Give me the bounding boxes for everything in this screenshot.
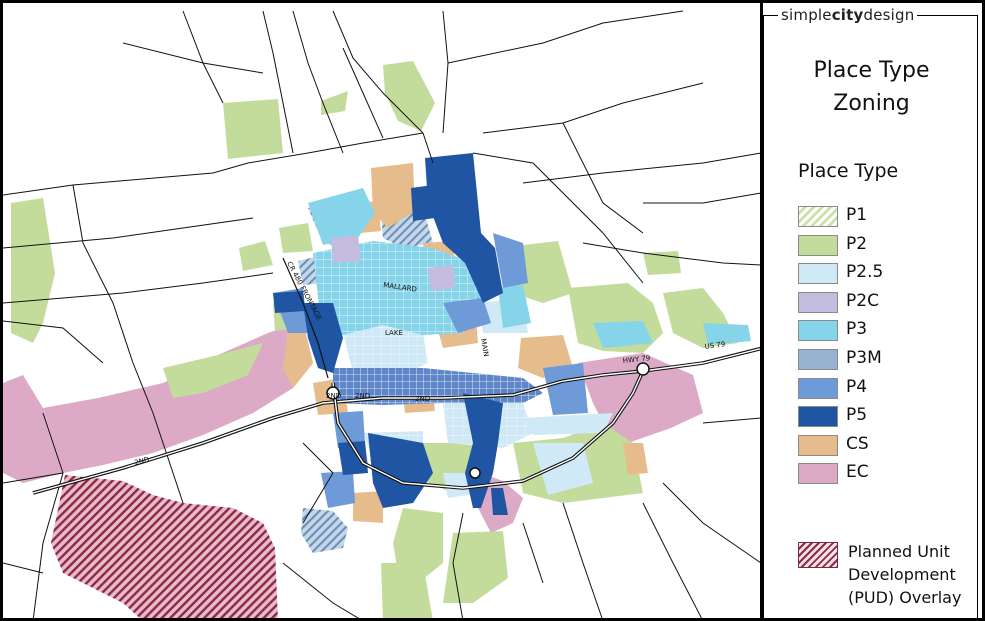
label-hwy79: HWY 79 [622,354,650,365]
legend-swatch [798,234,838,256]
brand-prefix: simple [781,6,832,24]
legend-item-p1: P1 [798,204,978,233]
legend-swatch [798,406,838,428]
legend-item-p2: P2 [798,233,978,262]
legend-label: P1 [846,205,868,225]
legend-list: P1 P2 P2.5 P2C P3 P3M P4 P5 CS EC [798,204,978,490]
legend-swatch [798,320,838,342]
legend-title-line2: Zoning [833,91,910,116]
legend-item-p2c: P2C [798,290,978,319]
legend-item-p5: P5 [798,404,978,433]
legend-swatch [798,463,838,485]
legend-swatch [798,377,838,399]
legend-label: P2C [846,290,879,311]
p2c-zones [331,235,455,291]
highway-79 [32,346,763,495]
legend-title-line1: Place Type [813,58,930,83]
road-network [3,10,762,618]
label-2nd-d: 2ND [134,456,151,467]
legend-label: P5 [846,405,868,426]
legend-label: P4 [846,376,868,397]
pud-label-line2: Development [848,565,956,584]
legend-swatch [798,291,838,313]
pud-label-line1: Planned Unit [848,542,950,561]
legend-item-p25: P2.5 [798,261,978,290]
legend-swatch [798,434,838,456]
zoning-map[interactable]: MALLARD LAKE MAIN 2ND 2ND 2ND 2ND HWY 79… [3,3,763,621]
brand-bold: city [831,6,864,24]
legend-swatch [798,263,838,285]
legend-item-cs: CS [798,433,978,462]
legend-label: P2 [846,233,868,254]
pud-swatch [798,542,838,568]
legend-item-p3: P3 [798,318,978,347]
brand-logo: simplecitydesign [778,6,918,24]
pud-label-line3: (PUD) Overlay [848,588,962,607]
legend-item-p3m: P3M [798,347,978,376]
legend-label: P3 [846,319,868,340]
frontage-road [282,257,329,379]
label-2nd-c: 2ND [415,395,430,403]
label-main: MAIN [479,338,490,357]
brand-suffix: design [863,6,915,24]
p3-zones [308,188,751,348]
legend-title: Place Type Zoning [764,54,979,120]
legend-swatch [798,206,838,227]
legend-divider [760,3,763,618]
p5-zones [273,153,508,515]
legend-subtitle: Place Type [798,160,899,182]
legend-label: P2.5 [846,262,884,283]
legend-swatch [798,348,838,370]
label-lake: LAKE [385,329,403,337]
pud-label: Planned Unit Development (PUD) Overlay [848,540,982,609]
label-us79: US 79 [704,340,726,351]
legend-item-p4: P4 [798,376,978,405]
legend-panel: simplecitydesign Place Type Zoning Place… [763,6,979,618]
label-2nd-a: 2ND [326,392,341,400]
legend-label: CS [846,433,869,454]
legend-label: EC [846,462,869,483]
legend-label: P3M [846,347,882,368]
label-2nd-b: 2ND [355,392,370,400]
legend-item-ec: EC [798,461,978,490]
